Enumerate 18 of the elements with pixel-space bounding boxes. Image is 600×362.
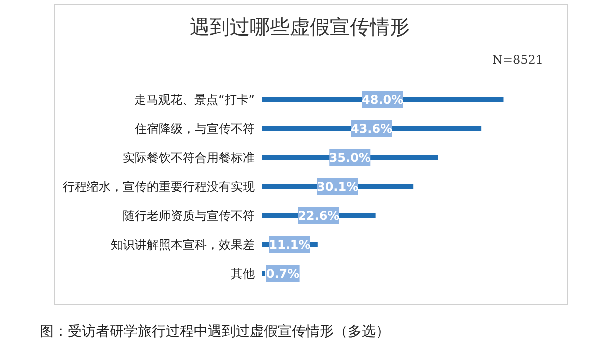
y-tick-label: 随行老师资质与宣传不符: [123, 209, 255, 223]
text: 图：受访者研学旅行过程中遇到过虚假宣传情形（多选）: [40, 324, 390, 340]
y-tick-label: 其他: [231, 267, 255, 281]
chart-title: 遇到过哪些虚假宣传情形: [190, 15, 410, 39]
bar: [262, 271, 266, 276]
chart-subtitle: N=8521: [492, 53, 544, 67]
y-tick-label: 住宿降级，与宣传不符: [134, 122, 255, 136]
data-label: 11.1%: [269, 238, 311, 252]
y-tick-label: 行程缩水，宣传的重要行程没有实现: [63, 180, 255, 194]
data-label: 22.6%: [298, 209, 340, 223]
y-tick-label: 走马观花、景点“打卡”: [134, 93, 255, 107]
data-label: 0.7%: [266, 267, 300, 281]
data-label: 48.0%: [362, 93, 404, 107]
data-label: 30.1%: [316, 180, 359, 194]
data-label: 35.0%: [329, 151, 371, 165]
data-label: 43.6%: [350, 122, 393, 136]
y-tick-label: 实际餐饮不符合用餐标准: [123, 151, 255, 165]
y-tick-label: 知识讲解照本宣科，效果差: [111, 238, 255, 252]
